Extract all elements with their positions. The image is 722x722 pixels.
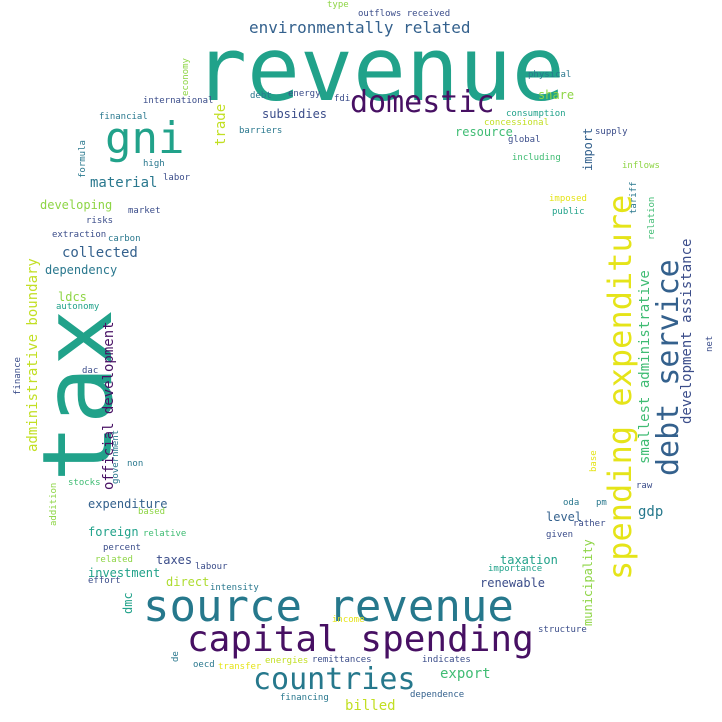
cloud-word-taxes: taxes	[156, 553, 193, 567]
cloud-word-addition: addition	[49, 482, 59, 526]
cloud-word-countries: countries	[253, 662, 416, 697]
cloud-word-effort: effort	[88, 576, 121, 586]
cloud-word-oecd: oecd	[193, 660, 215, 670]
cloud-word-government: government	[111, 429, 121, 484]
cloud-word-base: base	[589, 450, 599, 472]
cloud-word-barriers: barriers	[239, 126, 283, 136]
cloud-word-revenue: revenue	[194, 18, 565, 121]
cloud-word-rather: rather	[573, 519, 606, 529]
cloud-word-expenditure: expenditure	[88, 497, 168, 511]
cloud-word-municipality: municipality	[581, 539, 595, 626]
cloud-word-type: type	[327, 0, 349, 10]
cloud-word-trade: trade	[213, 103, 229, 146]
cloud-word-outflows-received: outflows received	[358, 9, 451, 19]
cloud-word-labor: labor	[163, 173, 191, 183]
cloud-word-consumption: consumption	[506, 109, 566, 119]
cloud-word-financial: financial	[99, 112, 148, 122]
cloud-word-oda: oda	[563, 498, 580, 508]
cloud-word-market: market	[128, 206, 161, 216]
cloud-word-intensity: intensity	[210, 583, 259, 593]
cloud-word-physical: physical	[528, 70, 572, 80]
cloud-word-share: share	[538, 88, 575, 102]
cloud-word-risks: risks	[86, 216, 114, 226]
cloud-word-labour: labour	[195, 562, 228, 572]
cloud-word-imposed: imposed	[549, 194, 587, 204]
cloud-word-concessional: concessional	[484, 118, 550, 128]
cloud-word-relation: relation	[647, 196, 657, 240]
cloud-word-finance: finance	[13, 357, 23, 395]
cloud-word-global: global	[508, 135, 541, 145]
cloud-word-extraction: extraction	[52, 230, 107, 240]
cloud-word-developing: developing	[40, 198, 113, 212]
cloud-word-dac: dac	[82, 366, 99, 376]
cloud-word-domestic: domestic	[350, 85, 495, 120]
cloud-word-import: import	[581, 127, 595, 171]
cloud-word-energy: energy	[288, 89, 321, 99]
cloud-word-resource: resource	[455, 125, 513, 139]
cloud-word-based: based	[138, 507, 166, 517]
cloud-word-formula: formula	[78, 140, 88, 178]
cloud-word-level: level	[546, 510, 583, 524]
cloud-word-international: international	[143, 96, 214, 106]
cloud-word-net: net	[705, 335, 715, 352]
cloud-word-foreign: foreign	[88, 525, 139, 539]
cloud-word-administrative-boundary: administrative boundary	[25, 258, 41, 452]
cloud-word-supply: supply	[595, 127, 628, 137]
cloud-word-material: material	[90, 175, 158, 191]
cloud-word-direct: direct	[166, 575, 210, 589]
cloud-word-taxation: taxation	[500, 553, 558, 567]
cloud-word-renewable: renewable	[480, 576, 546, 590]
cloud-word-gdp: gdp	[638, 504, 664, 520]
cloud-word-investment: investment	[88, 566, 161, 580]
cloud-word-dmc: dmc	[121, 592, 135, 614]
cloud-word-environmentally-related: environmentally related	[249, 18, 471, 37]
cloud-word-public: public	[552, 207, 585, 217]
cloud-word-percent: percent	[103, 543, 141, 553]
cloud-word-source-revenue: source revenue	[143, 581, 514, 632]
cloud-word-de: de	[171, 651, 181, 662]
cloud-word-gni: gni	[105, 113, 185, 164]
cloud-word-pm: pm	[596, 498, 607, 508]
cloud-word-tariff: tariff	[629, 181, 639, 214]
cloud-word-carbon: carbon	[108, 234, 141, 244]
cloud-word-remittances: remittances	[312, 655, 372, 665]
cloud-word-collected: collected	[62, 245, 138, 261]
cloud-word-energies: energies	[265, 656, 309, 666]
cloud-word-billed: billed	[345, 698, 396, 714]
cloud-word-given: given	[546, 530, 574, 540]
cloud-word-development-assistance: development assistance	[679, 238, 695, 424]
cloud-word-smallest-administrative: smallest administrative	[637, 270, 653, 464]
cloud-word-income: income	[332, 615, 365, 625]
cloud-word-economy: economy	[181, 58, 191, 96]
cloud-word-export: export	[440, 666, 491, 682]
cloud-word-raw: raw	[636, 481, 653, 491]
cloud-word-including: including	[512, 153, 561, 163]
cloud-word-related: related	[95, 555, 133, 565]
cloud-word-stocks: stocks	[68, 478, 101, 488]
cloud-word-relative: relative	[143, 529, 187, 539]
cloud-word-autonomy: autonomy	[56, 302, 100, 312]
cloud-word-indicates: indicates	[422, 655, 471, 665]
cloud-word-dependency: dependency	[45, 263, 118, 277]
cloud-word-importance: importance	[488, 564, 543, 574]
cloud-word-spending-expenditure: spending expenditure	[601, 194, 639, 580]
cloud-word-fdi: fdi	[334, 94, 351, 104]
cloud-word-high: high	[143, 159, 165, 169]
cloud-word-capital-spending: capital spending	[187, 619, 534, 660]
cloud-word-structure: structure	[538, 625, 587, 635]
cloud-word-financing: financing	[280, 693, 329, 703]
cloud-word-dependence: dependence	[410, 690, 465, 700]
cloud-word-debt: debt	[250, 91, 272, 101]
cloud-word-non: non	[127, 459, 144, 469]
cloud-word-transfer: transfer	[218, 662, 262, 672]
cloud-word-ldcs: ldcs	[58, 290, 87, 304]
cloud-word-subsidies: subsidies	[262, 107, 328, 121]
cloud-word-inflows: inflows	[622, 161, 660, 171]
